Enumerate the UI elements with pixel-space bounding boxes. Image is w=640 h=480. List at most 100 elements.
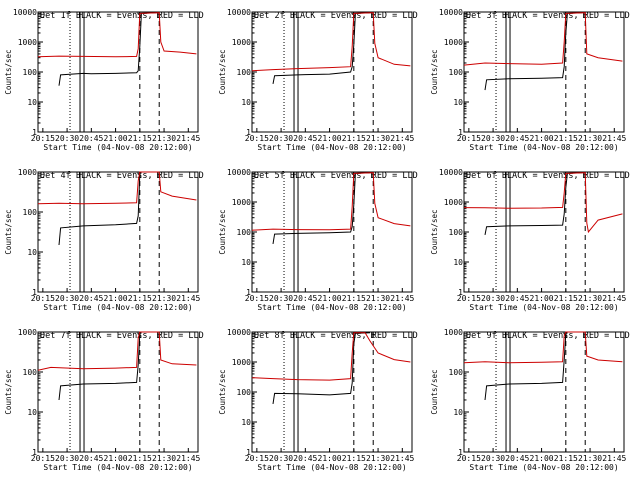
x-tick-label: 20:30: [269, 134, 293, 143]
events-series-line: [58, 331, 156, 401]
x-tick-label: 21:00: [530, 134, 554, 143]
y-axis: 1 10 100 1000 10000: [227, 8, 257, 137]
y-tick-label: 100: [23, 68, 38, 77]
chart-panel-6: Det 6f BLACK = Events, RED = LLD 1 10 100 10…: [430, 168, 630, 312]
plot-frame: [251, 171, 413, 293]
chart-panel-5: Det 5f BLACK = Events, RED = LLD 1 10 100 10…: [218, 168, 418, 312]
y-axis: 1 10 100 1000: [18, 328, 43, 457]
x-tick-label: 20:45: [79, 454, 103, 463]
chart-panel-2: Det 2f BLACK = Events, RED = LLD 1 10 100 10…: [218, 8, 418, 152]
plot-frame: [37, 331, 199, 453]
marker-label: F: [292, 331, 297, 341]
chart-title: Det 4f BLACK = Events, RED = LLD: [40, 171, 204, 181]
x-tick-label: 21:00: [318, 134, 342, 143]
lld-series-line: [37, 12, 197, 58]
lld-series-line: [463, 172, 623, 234]
plot-frame: [37, 11, 199, 133]
y-tick-label: 10000: [227, 8, 251, 17]
x-axis: 20:15 20:30 20:45 21:00 21:15 21:30 21:45: [31, 448, 201, 463]
y-tick-label: 100: [449, 68, 464, 77]
marker-label: E: [156, 171, 161, 181]
chart-panel-8: Det 8f BLACK = Events, RED = LLD 1 10 100 10…: [218, 328, 418, 472]
marker-label: F: [292, 11, 297, 21]
y-tick-label: 100: [449, 368, 464, 377]
y-axis-label: Counts/sec: [218, 49, 227, 94]
lld-series-line: [251, 172, 411, 231]
x-axis: 20:15 20:30 20:45 21:00 21:15 21:30 21:45: [457, 288, 627, 303]
y-tick-label: 1: [458, 128, 463, 137]
lld-series-line: [463, 331, 623, 364]
x-tick-label: 20:30: [269, 454, 293, 463]
y-tick-label: 10: [241, 258, 251, 267]
x-tick-label: 21:15: [342, 454, 366, 463]
marker-label: E: [582, 331, 587, 341]
y-tick-label: 10000: [439, 8, 463, 17]
x-axis-label: Start Time (04-Nov-08 20:12:00): [257, 303, 406, 312]
x-tick-label: 20:30: [481, 134, 505, 143]
y-tick-label: 1000: [444, 328, 463, 337]
x-tick-label: 21:30: [578, 294, 602, 303]
x-axis: 20:15 20:30 20:45 21:00 21:15 21:30 21:45: [457, 128, 627, 143]
x-tick-label: 21:15: [554, 134, 578, 143]
x-axis-label: Start Time (04-Nov-08 20:12:00): [469, 463, 618, 472]
chart-panel-1: Det 1f BLACK = Events, RED = LLD 1 10 100 10…: [4, 8, 204, 152]
marker-label: E: [582, 11, 587, 21]
marker-label: F: [78, 331, 83, 341]
y-tick-label: 1: [246, 128, 251, 137]
events-series-line: [484, 331, 582, 401]
y-tick-label: 1: [32, 128, 37, 137]
x-tick-label: 21:45: [176, 134, 200, 143]
x-tick-label: 21:45: [390, 134, 414, 143]
x-tick-label: 21:45: [390, 294, 414, 303]
chart-title: Det 9f BLACK = Events, RED = LLD: [466, 331, 630, 341]
x-tick-label: 21:15: [128, 454, 152, 463]
y-tick-label: 10: [27, 408, 37, 417]
x-axis: 20:15 20:30 20:45 21:00 21:15 21:30 21:45: [31, 288, 201, 303]
y-tick-label: 10: [27, 248, 37, 257]
y-axis-label: Counts/sec: [430, 49, 439, 94]
x-axis: 20:15 20:30 20:45 21:00 21:15 21:30 21:45: [245, 448, 415, 463]
x-tick-label: 20:45: [505, 134, 529, 143]
x-axis-label: Start Time (04-Nov-08 20:12:00): [43, 303, 192, 312]
x-tick-label: 20:15: [245, 294, 269, 303]
x-tick-label: 20:15: [31, 134, 55, 143]
x-tick-label: 21:15: [128, 134, 152, 143]
x-axis-label: Start Time (04-Nov-08 20:12:00): [257, 463, 406, 472]
y-axis: 1 10 100 1000 10000: [227, 328, 257, 457]
y-axis: 1 10 100 1000 10000: [439, 168, 469, 297]
y-tick-label: 100: [23, 368, 38, 377]
events-series-line: [272, 332, 371, 404]
chart-panel-4: Det 4f BLACK = Events, RED = LLD 1 10 100 10…: [4, 168, 204, 312]
marker-label: F: [504, 171, 509, 181]
marker-label: E: [40, 171, 45, 181]
marker-label: E: [582, 171, 587, 181]
y-axis: 1 10 100 1000: [18, 168, 43, 297]
chart-title: Det 1f BLACK = Events, RED = LLD: [40, 11, 204, 21]
x-tick-label: 20:30: [481, 454, 505, 463]
y-tick-label: 100: [237, 228, 252, 237]
x-tick-label: 20:30: [55, 134, 79, 143]
y-tick-label: 1: [458, 448, 463, 457]
x-tick-label: 21:00: [104, 454, 128, 463]
x-tick-label: 21:00: [530, 454, 554, 463]
y-tick-label: 1000: [232, 198, 251, 207]
x-tick-label: 20:45: [293, 134, 317, 143]
chart-title: Det 2f BLACK = Events, RED = LLD: [254, 11, 418, 21]
marker-label: E: [40, 331, 45, 341]
y-tick-label: 10000: [13, 8, 37, 17]
x-axis: 20:15 20:30 20:45 21:00 21:15 21:30 21:45: [245, 288, 415, 303]
marker-label: E: [370, 171, 375, 181]
marker-label: F: [292, 171, 297, 181]
y-axis-label: Counts/sec: [4, 49, 13, 94]
x-tick-label: 21:45: [602, 134, 626, 143]
y-tick-label: 100: [23, 208, 38, 217]
x-axis-label: Start Time (04-Nov-08 20:12:00): [257, 143, 406, 152]
marker-label: E: [40, 11, 45, 21]
y-tick-label: 1000: [18, 168, 37, 177]
x-tick-label: 21:15: [342, 134, 366, 143]
events-series-line: [58, 171, 156, 246]
marker-label: E: [254, 11, 259, 21]
